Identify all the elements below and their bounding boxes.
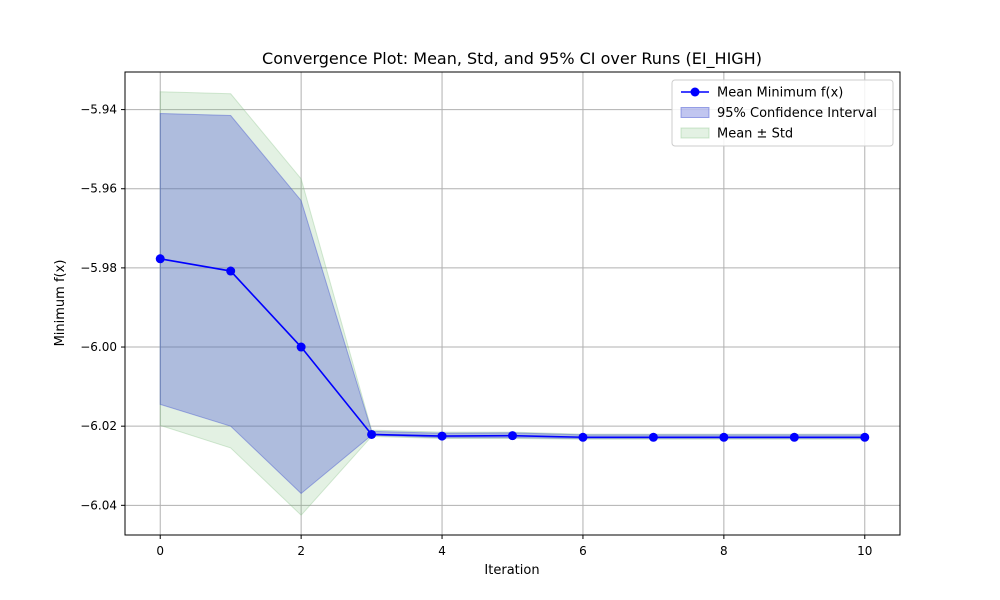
- mean-point: [719, 432, 729, 442]
- legend-band-swatch: [680, 107, 710, 118]
- legend-label: Mean ± Std: [717, 127, 793, 142]
- y-axis-ticks: −5.94 −5.96 −5.98 −6.00 −6.02 −6.04: [80, 103, 125, 512]
- legend-box: [671, 79, 894, 147]
- mean-point: [226, 266, 236, 276]
- legend-label: 95% Confidence Interval: [717, 106, 877, 121]
- mean-point: [508, 431, 517, 441]
- legend: Mean Minimum f(x) 95% Confidence Interval…: [671, 79, 894, 147]
- y-tick-label: −6.00: [80, 340, 117, 354]
- mean-point: [296, 342, 306, 352]
- x-tick-label: 4: [438, 544, 446, 558]
- y-axis-label: Minimum f(x): [53, 260, 68, 347]
- mean-point: [789, 432, 799, 442]
- chart-title: Convergence Plot: Mean, Std, and 95% CI …: [262, 49, 762, 69]
- x-axis-label: Iteration: [484, 563, 539, 578]
- x-tick-label: 2: [297, 544, 305, 558]
- mean-point: [648, 432, 658, 442]
- y-tick-label: −6.04: [80, 498, 117, 512]
- legend-label: Mean Minimum f(x): [717, 86, 843, 101]
- mean-point: [860, 432, 870, 442]
- y-tick-label: −5.96: [80, 182, 117, 196]
- mean-point: [367, 429, 377, 439]
- y-tick-label: −5.94: [80, 103, 117, 117]
- x-tick-label: 10: [857, 544, 872, 558]
- plot-frame: [124, 71, 901, 536]
- y-tick-label: −6.02: [80, 419, 117, 433]
- mean-line-layer: [155, 254, 870, 442]
- mean-point: [437, 431, 447, 441]
- mean-point: [155, 254, 165, 264]
- mean-point: [578, 432, 588, 442]
- x-tick-label: 6: [579, 544, 587, 558]
- x-tick-label: 0: [156, 544, 164, 558]
- x-axis-ticks: 0 2 4 6 8 10: [156, 535, 872, 558]
- legend-marker-swatch: [690, 87, 700, 97]
- legend-band-swatch: [680, 127, 710, 139]
- x-tick-label: 8: [720, 544, 728, 558]
- y-tick-label: −5.98: [80, 261, 117, 275]
